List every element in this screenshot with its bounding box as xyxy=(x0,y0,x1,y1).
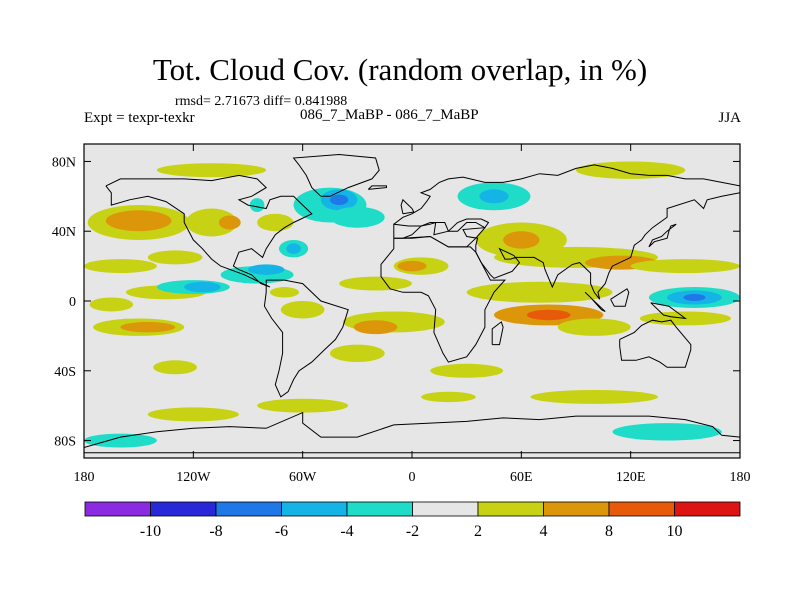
anomaly-region xyxy=(153,360,197,375)
coastline xyxy=(263,279,349,398)
coastline xyxy=(584,291,606,312)
anomaly-region xyxy=(184,281,221,293)
anomaly-region xyxy=(147,250,203,265)
anomaly-region xyxy=(156,163,267,178)
plot-area xyxy=(84,144,740,458)
experiment-label: Expt = texpr-texkr xyxy=(84,110,195,126)
anomaly-region xyxy=(526,309,571,321)
anomaly-region xyxy=(530,389,658,404)
stats-label: rmsd= 2.71673 diff= 0.841988 xyxy=(175,94,348,109)
coastline xyxy=(367,185,387,190)
x-tick-label: 120W xyxy=(176,470,211,485)
colorbar: -10 -8 -6 -4 -2 2 4 8 10 xyxy=(84,501,741,540)
anomaly-region xyxy=(683,294,706,301)
x-tick-label: 60W xyxy=(289,470,317,485)
anomaly-region xyxy=(576,161,686,179)
colorbar-label: -8 xyxy=(209,523,222,540)
colorbar-segment xyxy=(215,501,282,517)
anomaly-region xyxy=(339,276,412,291)
y-axis: 80N 40N 0 40S 80S xyxy=(52,155,740,450)
y-tick-label: 40N xyxy=(52,225,76,240)
y-tick-label: 80N xyxy=(52,155,76,170)
anomaly-region xyxy=(249,198,265,213)
anomaly-region xyxy=(248,264,285,275)
coastline xyxy=(400,198,415,215)
coastline xyxy=(650,302,688,320)
anomaly-region xyxy=(280,301,325,319)
x-tick-label: 120E xyxy=(616,470,646,485)
coastline xyxy=(610,288,630,307)
colorbar-segment xyxy=(543,501,610,517)
colorbar-label: 10 xyxy=(667,523,683,540)
anomaly-region xyxy=(105,210,172,232)
colorbar-label: 4 xyxy=(540,523,548,540)
anomaly-region xyxy=(84,433,157,448)
colorbar-label: 2 xyxy=(474,523,482,540)
coastline xyxy=(84,411,740,448)
anomaly-region xyxy=(466,281,613,303)
anomaly-region xyxy=(557,318,631,336)
coastline xyxy=(619,319,692,368)
anomaly-layer xyxy=(84,161,740,448)
anomaly-region xyxy=(630,259,740,274)
anomaly-region xyxy=(186,208,238,237)
colorbar-segment xyxy=(608,501,675,517)
period-label: 086_7_MaBP - 086_7_MaBP xyxy=(300,107,479,123)
y-tick-label: 80S xyxy=(54,435,76,450)
coastline xyxy=(292,153,380,197)
anomaly-region xyxy=(257,398,349,413)
x-tick-label: 60E xyxy=(510,470,533,485)
colorbar-segment xyxy=(674,501,741,517)
season-label: JJA xyxy=(718,110,741,126)
x-tick-label: 0 xyxy=(409,470,416,485)
colorbar-segment xyxy=(477,501,544,517)
x-tick-label: 180 xyxy=(74,470,95,485)
anomaly-region xyxy=(257,213,294,232)
anomaly-region xyxy=(421,391,476,403)
anomaly-region xyxy=(503,231,540,249)
colorbar-segment xyxy=(412,501,479,517)
anomaly-region xyxy=(353,320,398,335)
y-tick-label: 40S xyxy=(54,365,76,380)
anomaly-region xyxy=(120,321,176,333)
map-title: Tot. Cloud Cov. (random overlap, in %) xyxy=(152,52,648,87)
colorbar-label: -2 xyxy=(406,523,419,540)
anomaly-region xyxy=(330,194,349,206)
anomaly-region xyxy=(612,423,722,441)
colorbar-label: -10 xyxy=(140,523,161,540)
x-tick-label: 180 xyxy=(730,470,751,485)
y-tick-label: 0 xyxy=(69,295,76,310)
coastline xyxy=(393,164,740,300)
anomaly-region xyxy=(330,344,385,363)
anomaly-region xyxy=(430,363,504,378)
coastline xyxy=(648,223,677,248)
anomaly-region xyxy=(84,259,157,274)
colorbar-segment xyxy=(84,501,151,517)
anomaly-region xyxy=(269,287,300,298)
colorbar-segment xyxy=(281,501,348,517)
x-axis: 180 120W 60W 0 60E 120E 180 xyxy=(74,144,751,485)
anomaly-region xyxy=(330,206,385,228)
anomaly-region xyxy=(218,215,241,230)
anomaly-region xyxy=(286,243,301,254)
colorbar-label: 8 xyxy=(605,523,613,540)
map-background xyxy=(84,144,740,458)
colorbar-label: -6 xyxy=(275,523,288,540)
colorbar-segment xyxy=(150,501,217,517)
anomaly-region xyxy=(147,407,239,422)
anomaly-region xyxy=(397,260,427,272)
coastline xyxy=(380,235,507,363)
coastline xyxy=(105,174,313,288)
colorbar-label: -4 xyxy=(340,523,353,540)
colorbar-segment xyxy=(346,501,413,517)
anomaly-region xyxy=(89,297,134,312)
coastline xyxy=(491,321,504,346)
anomaly-region xyxy=(479,189,509,204)
